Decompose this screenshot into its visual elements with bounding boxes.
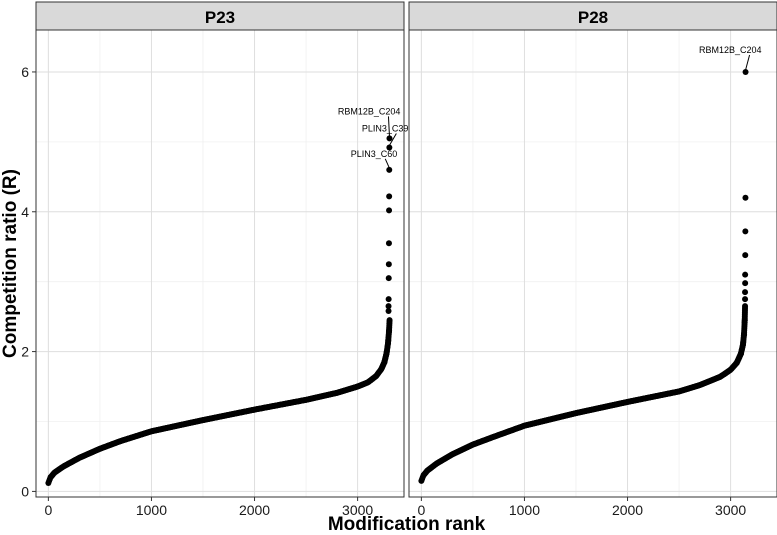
x-tick-label: 0 [417,502,425,518]
data-points [45,135,393,487]
panel-border [408,29,777,498]
panel-strip [35,1,405,31]
panel-title: P28 [578,8,608,27]
outlier-point [385,308,392,315]
outlier-point [386,135,393,142]
annotation-label: PLIN3_C39 [362,123,409,133]
panel-p28: P28 RBM12B_C204 0 1000 2000 3000 [408,1,777,518]
annotation-line [387,116,390,137]
outlier-point [386,193,393,200]
data-points [418,68,749,484]
y-tick-label: 2 [21,344,29,360]
x-axis-title: Modification rank [328,514,486,535]
x-tick-label: 3000 [342,502,373,518]
panel-strip [408,1,777,31]
outlier-point [385,303,392,310]
panel-border [35,29,405,498]
outlier-point [742,228,749,235]
outlier-point [742,280,749,287]
outlier-point [742,289,749,296]
annotation-label: PLIN3_C60 [351,149,398,159]
outlier-point [742,271,749,278]
annotation-label: RBM12B_C204 [338,106,401,116]
x-tick-label: 1000 [509,502,540,518]
panel-title: P23 [205,8,235,27]
annotation-line [388,133,397,146]
outlier-point [386,144,393,151]
outlier-point [385,296,392,303]
annotation-line [745,54,751,71]
y-axis-title: Competition ratio (R) [0,169,21,358]
data-point [386,317,393,324]
annotation-line [384,158,390,169]
outlier-point [385,275,392,282]
outlier-point [742,68,749,75]
x-tick-label: 0 [44,502,52,518]
outlier-point [742,252,749,259]
panel-p23: P23 RBM12B_C204 PLIN3_C39 PLIN3_C60 0 1000 200… [35,1,409,518]
outlier-point [386,166,393,173]
outlier-point [385,261,392,268]
y-tick-label: 4 [21,204,29,220]
x-tick-label: 1000 [136,502,167,518]
x-tick-label: 2000 [239,502,270,518]
panel-background [409,30,777,497]
annotation-label: RBM12B_C204 [699,45,762,55]
outlier-point [385,240,392,247]
y-tick-label: 0 [21,483,29,499]
panel-background [36,30,404,497]
x-tick-label: 2000 [612,502,643,518]
y-tick-label: 6 [21,64,29,80]
outlier-point [742,296,749,303]
outlier-point [742,194,749,201]
outlier-point [386,207,393,214]
x-tick-label: 3000 [715,502,746,518]
data-point [742,303,749,310]
